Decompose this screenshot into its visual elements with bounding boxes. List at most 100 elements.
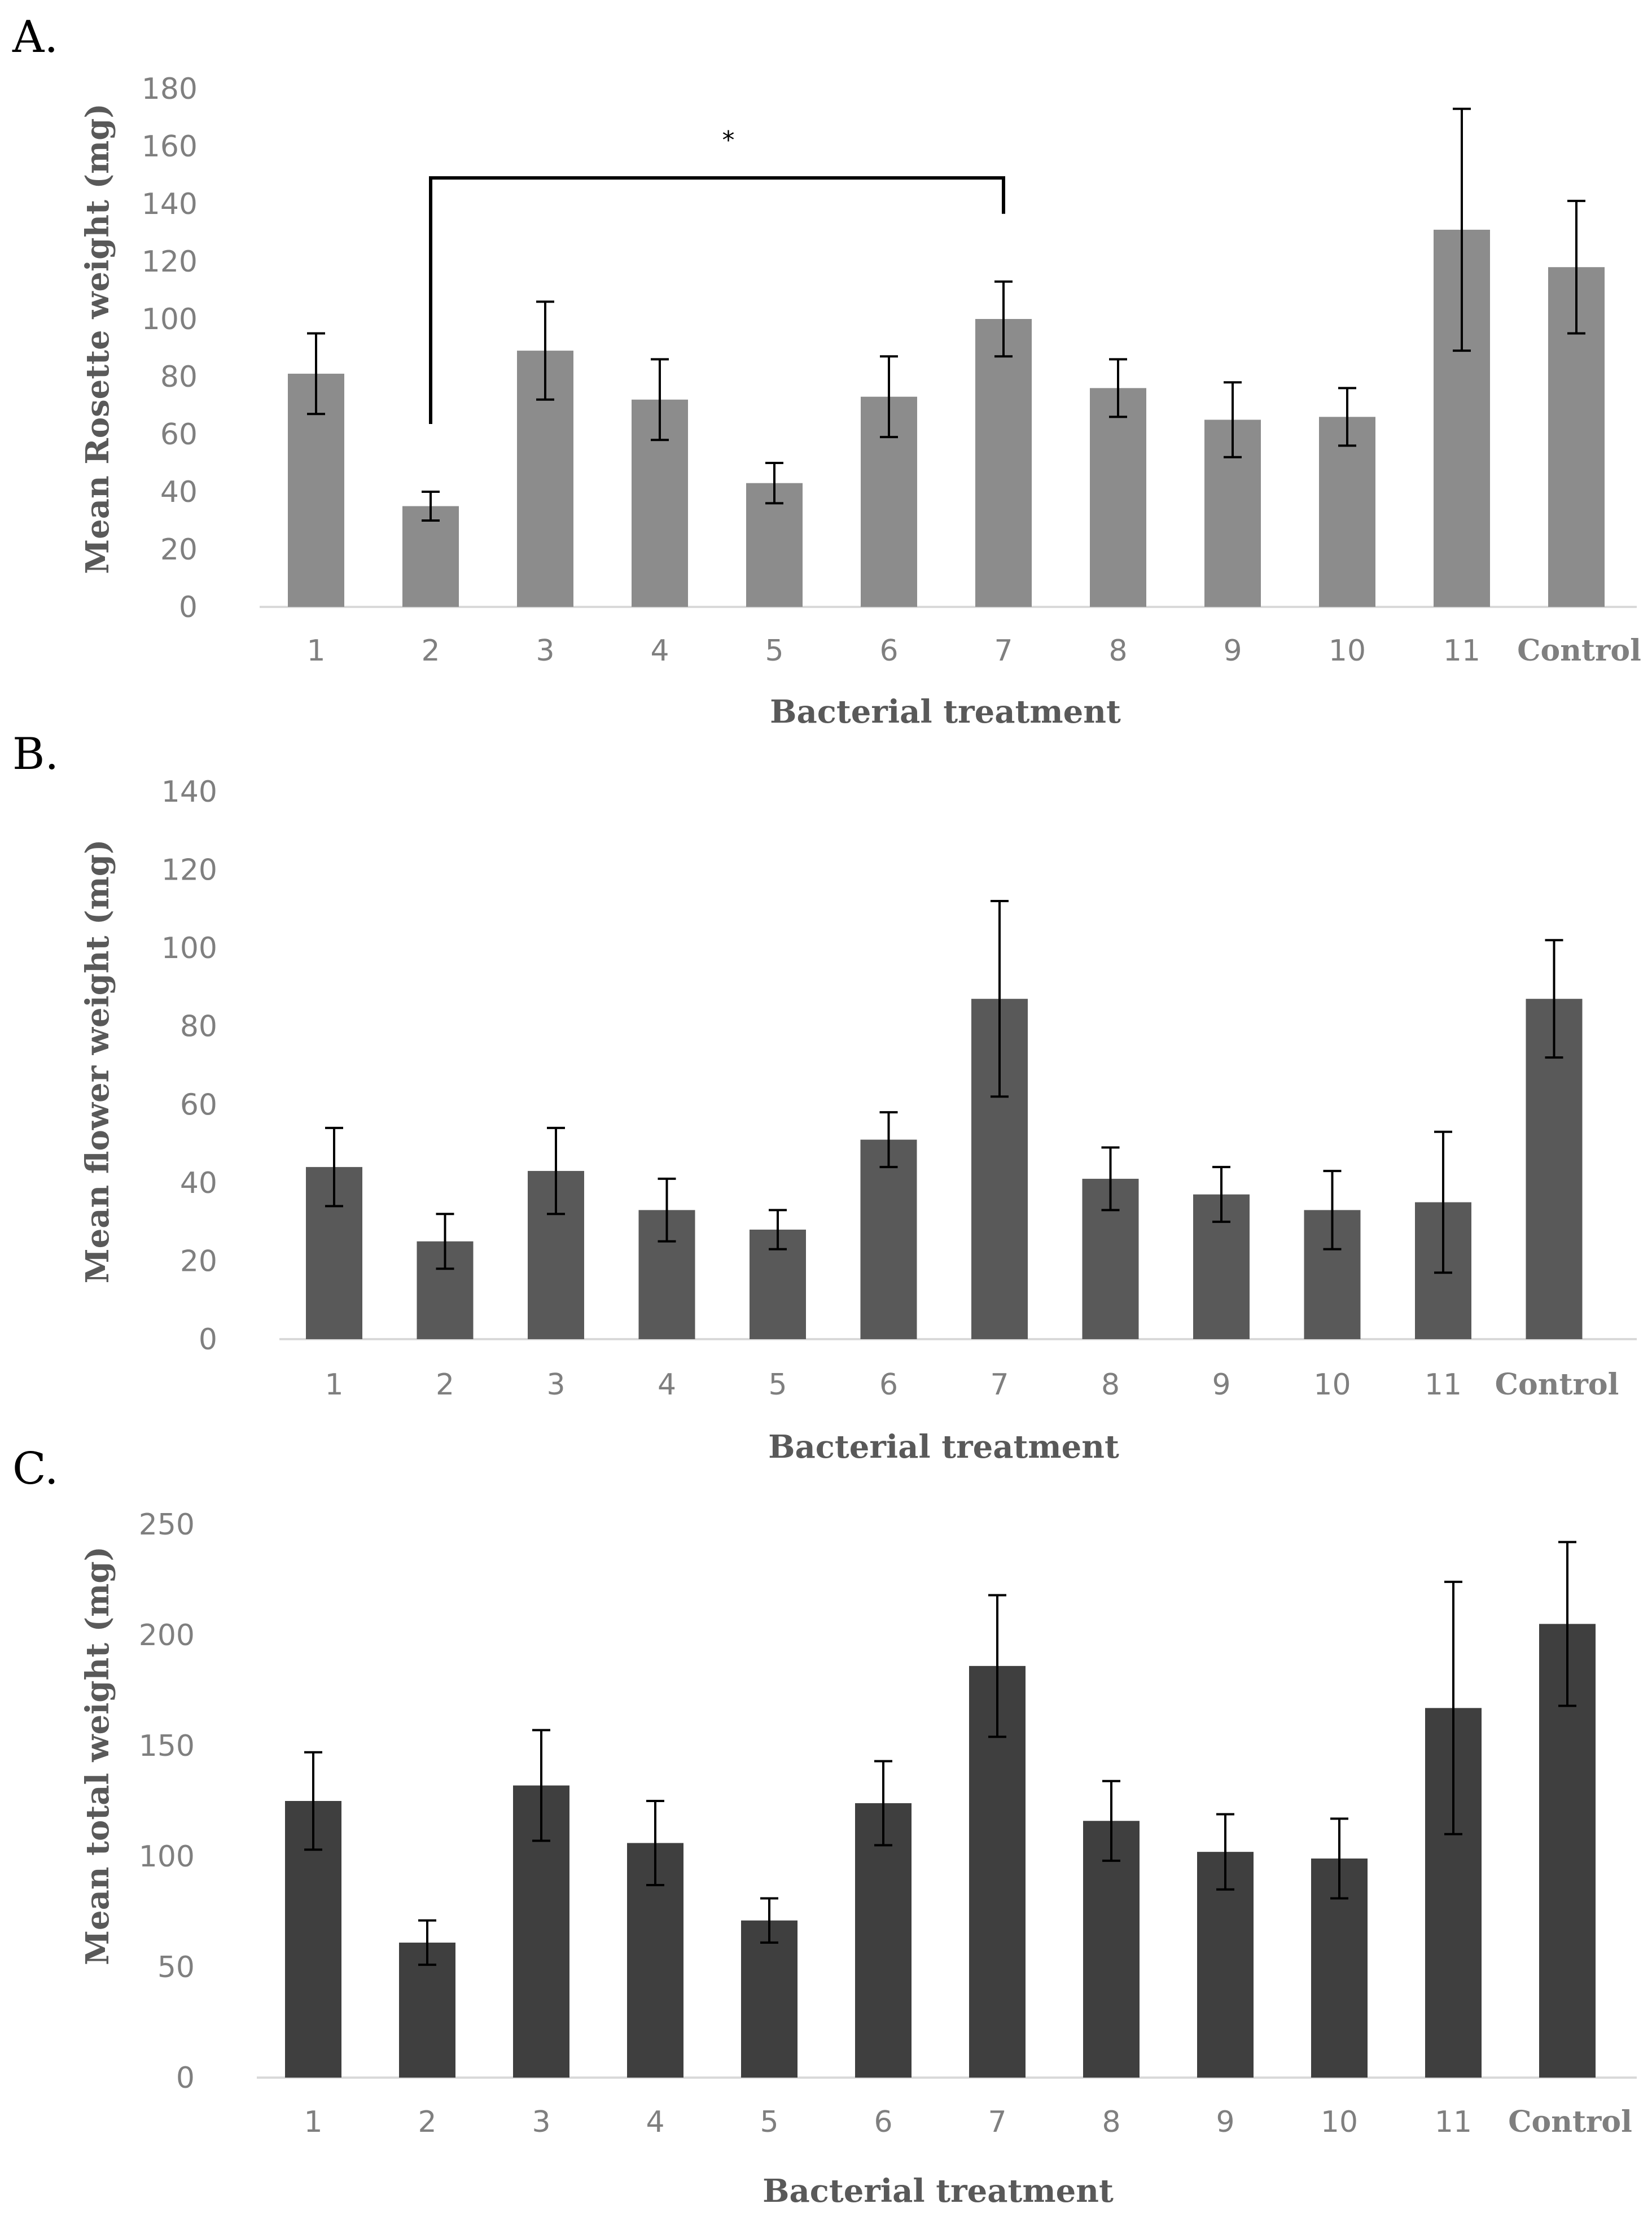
- y-tick-label: 160: [142, 130, 198, 164]
- error-bar: [1545, 939, 1563, 1059]
- bar: [1090, 388, 1146, 607]
- x-tick-label: 3: [536, 634, 554, 668]
- y-tick-label: 0: [179, 591, 198, 624]
- y-tick-label: 120: [142, 245, 198, 279]
- bar: [975, 319, 1032, 607]
- error-bars: [325, 900, 1563, 1274]
- y-ticks: 0 20 40 60 80 100 120 140 160 180: [142, 72, 198, 624]
- x-axis-label: Bacterial treatment: [770, 693, 1121, 731]
- error-bar: [1102, 1780, 1120, 1862]
- x-tick-label: 7: [988, 2105, 1006, 2139]
- x-tick-label: 7: [994, 634, 1013, 668]
- y-tick-label: 80: [180, 1010, 217, 1044]
- error-bar: [994, 280, 1013, 358]
- x-tick-label: 6: [879, 634, 898, 668]
- x-tick-label: 8: [1108, 634, 1127, 668]
- y-tick-label: 140: [161, 775, 217, 809]
- error-bar: [307, 332, 325, 416]
- y-tick-label: 250: [139, 1508, 195, 1542]
- x-tick-label: 10: [1329, 634, 1366, 668]
- bar: [402, 506, 459, 607]
- y-tick-label: 40: [180, 1166, 217, 1200]
- y-tick-label: 140: [142, 187, 198, 221]
- x-tick-label: 4: [646, 2105, 664, 2139]
- error-bar: [422, 491, 440, 522]
- x-tick-label: Control: [1517, 633, 1641, 668]
- panel-label: A.: [12, 12, 58, 63]
- bars: [285, 1624, 1596, 2078]
- error-bar: [646, 1800, 664, 1886]
- y-axis-label: Mean total weight (mg): [79, 1546, 116, 1965]
- panel-label: B.: [12, 729, 59, 780]
- x-tick-label: 5: [760, 2105, 778, 2139]
- x-ticks: 1 2 3 4 5 6 7 8 9 10 11 Control: [306, 633, 1641, 668]
- error-bar: [1434, 1130, 1452, 1274]
- x-axis-label: Bacterial treatment: [768, 1428, 1119, 1466]
- x-ticks: 1 2 3 4 5 6 7 8 9 10 11 Control: [325, 1367, 1619, 1402]
- error-bar: [1444, 1580, 1462, 1835]
- x-axis-label: Bacterial treatment: [763, 2172, 1114, 2210]
- error-bar: [1567, 199, 1585, 335]
- x-tick-label: 11: [1425, 1368, 1462, 1402]
- error-bar: [547, 1126, 565, 1216]
- y-tick-label: 100: [142, 303, 198, 336]
- error-bar: [1338, 387, 1356, 447]
- y-tick-label: 60: [160, 418, 198, 452]
- y-tick-label: 50: [157, 1951, 195, 1984]
- x-tick-label: 10: [1313, 1368, 1351, 1402]
- y-axis-label: Mean flower weight (mg): [79, 840, 116, 1284]
- bars: [288, 229, 1605, 607]
- x-tick-label: 7: [990, 1368, 1009, 1402]
- error-bar: [760, 1897, 778, 1944]
- y-tick-label: 150: [139, 1729, 195, 1763]
- error-bar: [418, 1919, 436, 1966]
- bar: [741, 1920, 797, 2078]
- x-tick-label: 6: [879, 1368, 898, 1402]
- panel-b: B. 0 20 40 60 80 100 120 140 1 2 3 4 5 6 7 8 9 10 11 Contr…: [12, 729, 1637, 1466]
- y-tick-label: 20: [160, 533, 198, 567]
- y-tick-label: 0: [176, 2061, 195, 2095]
- panel-label: C.: [12, 1444, 59, 1494]
- error-bar: [1109, 358, 1127, 418]
- error-bar: [874, 1760, 892, 1847]
- error-bar: [436, 1213, 454, 1270]
- error-bar: [1558, 1541, 1576, 1707]
- x-tick-label: 3: [546, 1368, 565, 1402]
- bars: [306, 999, 1583, 1339]
- x-tick-label: 8: [1101, 1368, 1120, 1402]
- y-tick-label: 80: [160, 360, 198, 394]
- error-bar: [1224, 381, 1242, 458]
- x-tick-label: 6: [874, 2105, 892, 2139]
- significance-bracket: *: [429, 126, 1005, 424]
- y-ticks: 0 20 40 60 80 100 120 140: [161, 775, 217, 1357]
- x-tick-label: 2: [418, 2105, 436, 2139]
- error-bar: [880, 355, 898, 439]
- error-bar: [532, 1729, 550, 1842]
- x-tick-label: 1: [325, 1368, 343, 1402]
- error-bar: [769, 1209, 787, 1251]
- error-bar: [1323, 1170, 1342, 1251]
- error-bar: [1101, 1146, 1120, 1212]
- x-tick-label: 9: [1216, 2105, 1234, 2139]
- error-bar: [651, 358, 669, 441]
- x-ticks: 1 2 3 4 5 6 7 8 9 10 11 Control: [304, 2105, 1632, 2139]
- error-bar: [1453, 107, 1471, 352]
- x-tick-label: 11: [1435, 2105, 1472, 2139]
- bar: [1319, 417, 1375, 607]
- error-bar: [1216, 1813, 1234, 1891]
- x-tick-label: 2: [421, 634, 440, 668]
- bar: [855, 1803, 912, 2078]
- x-tick-label: 1: [306, 634, 325, 668]
- x-tick-label: 9: [1223, 634, 1242, 668]
- significance-star: *: [722, 126, 735, 155]
- error-bar: [1330, 1817, 1348, 1900]
- x-tick-label: Control: [1508, 2105, 1632, 2139]
- error-bars: [307, 107, 1585, 522]
- y-tick-label: 40: [160, 475, 198, 509]
- error-bar: [304, 1751, 322, 1851]
- y-tick-label: 180: [142, 72, 198, 106]
- x-tick-label: 3: [532, 2105, 550, 2139]
